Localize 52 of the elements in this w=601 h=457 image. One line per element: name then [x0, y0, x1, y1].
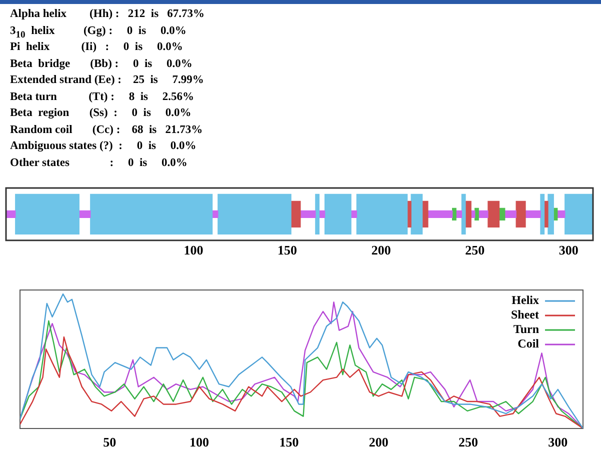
bar — [407, 200, 412, 228]
x-tick-label: 100 — [184, 242, 204, 258]
text: Extended strand (Ee) : 25 is 7.99% — [10, 74, 205, 88]
bar — [488, 200, 500, 228]
x-tick-label: 200 — [368, 434, 388, 450]
x-tick-label: 150 — [278, 242, 298, 258]
x-tick-label: 300 — [558, 242, 578, 258]
x-tick-label: 300 — [548, 434, 568, 450]
bar — [290, 200, 301, 228]
text: Other states : 0 is 0.0% — [10, 156, 188, 170]
bar — [422, 200, 428, 228]
text: Pi helix (Ii) : 0 is 0.0% — [10, 41, 184, 55]
bar — [452, 208, 456, 221]
x-tick-label: 250 — [465, 242, 485, 258]
bar — [15, 194, 80, 235]
x-tick-label: 250 — [458, 434, 478, 450]
bar — [548, 194, 554, 235]
bar — [525, 210, 541, 218]
x-tick-label: 100 — [190, 434, 210, 450]
bar — [557, 210, 566, 218]
bar — [504, 210, 516, 218]
bar — [540, 194, 545, 235]
bar — [356, 194, 408, 235]
x-tick-label: 200 — [371, 242, 391, 258]
legend-label: Sheet — [511, 308, 539, 322]
bar — [324, 194, 352, 235]
bar — [410, 194, 423, 235]
legend-label: Helix — [512, 293, 539, 308]
bar — [300, 210, 316, 218]
bar — [90, 194, 213, 235]
bar — [474, 208, 479, 221]
bar — [78, 210, 91, 218]
bar — [564, 194, 593, 235]
text: Beta region (Ss) : 0 is 0.0% — [10, 107, 192, 121]
text: Alpha helix (Hh) : 212 is 67.73% — [10, 8, 206, 22]
text: Beta turn (Tt) : 8 is 2.56% — [10, 90, 195, 104]
text: 3$_{10}$ helix (Gg) : 0 is 0.0% — [10, 24, 188, 41]
bar — [315, 194, 320, 235]
x-tick-label: 50 — [103, 434, 116, 450]
bar — [218, 194, 292, 235]
bar — [461, 194, 466, 235]
text: Ambiguous states (?) : 0 is 0.0% — [10, 140, 198, 154]
bar — [544, 200, 548, 228]
bar — [516, 200, 526, 228]
x-tick-label: 150 — [279, 434, 299, 450]
bar — [428, 210, 453, 218]
text: Beta bridge (Bb) : 0 is 0.0% — [10, 58, 194, 72]
bar — [478, 210, 488, 218]
legend-label: Coil — [518, 336, 540, 351]
text: Random coil (Cc) : 68 is 21.73% — [10, 124, 204, 138]
bar — [212, 210, 218, 218]
legend-label: Turn — [513, 322, 540, 336]
